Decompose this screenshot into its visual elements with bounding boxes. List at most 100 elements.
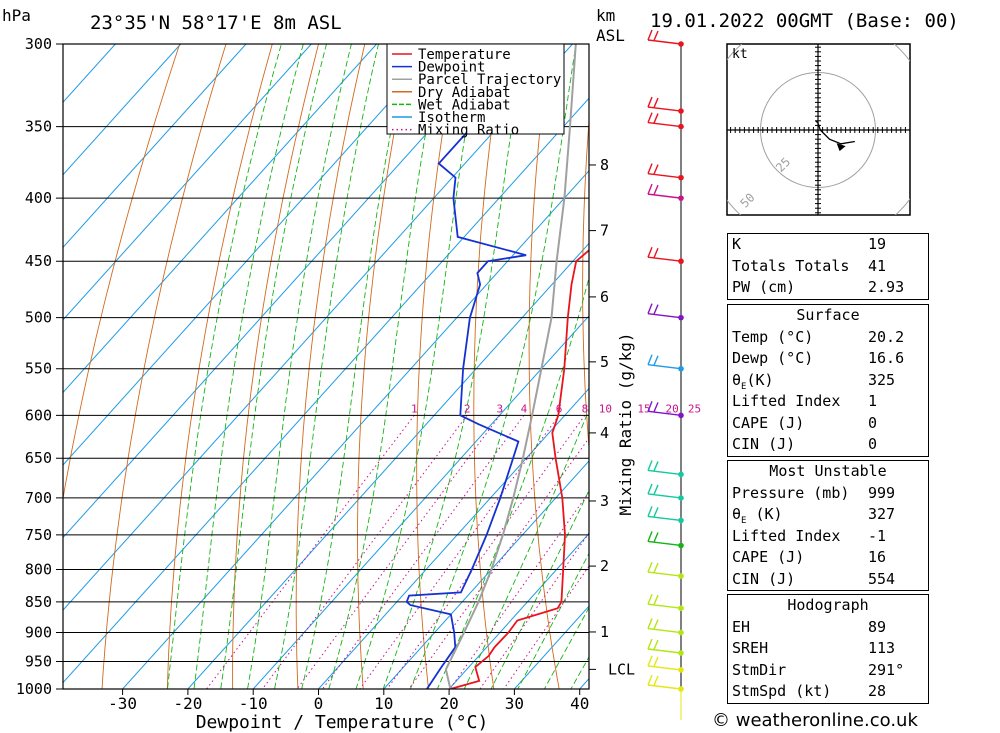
hodograph-ring-label: 75 [702, 226, 722, 246]
wind-barb [647, 106, 682, 112]
wind-barb [647, 256, 682, 262]
dry-adiabat-lines [63, 26, 1000, 715]
table-row: CIN (J) 554 [732, 569, 896, 588]
mixing-ratio-tick-label: 25 [688, 402, 701, 415]
isotherm-line [63, 44, 116, 103]
wind-barbs [647, 29, 684, 692]
legend-label: Dewpoint [418, 60, 485, 76]
wind-barb [647, 410, 682, 417]
pressure-tick-label: 950 [25, 653, 52, 671]
isotherm-line [252, 315, 589, 689]
dewpoint-line [405, 44, 527, 689]
wind-barb-flag [647, 593, 653, 605]
wind-barb-dot [678, 258, 684, 265]
x-tick-label: 30 [505, 694, 524, 713]
x-axis-label: Dewpoint / Temperature (°C) [196, 712, 489, 733]
wind-barb [647, 648, 682, 654]
pressure-tick-label: 400 [25, 189, 52, 207]
wind-barb [647, 627, 682, 634]
pressure-tick-label: 500 [25, 309, 52, 327]
wind-barb-flag [653, 507, 659, 518]
wind-barb-flag [647, 483, 653, 495]
height-tick-label: LCL [608, 660, 635, 678]
wet-adiabat-line [490, 489, 589, 689]
wind-barb-dot [678, 573, 684, 579]
pressure-tick-label: 450 [25, 252, 52, 270]
wind-barb-flag [647, 506, 653, 517]
isotherm-line [383, 460, 589, 689]
pressure-tick-label: 350 [25, 118, 52, 136]
table-row: StmDir 291° [732, 660, 905, 679]
wind-barb-dot [678, 667, 684, 673]
mixing-ratio-line [503, 565, 589, 689]
dry-adiabat-line [473, 44, 505, 689]
wet-adiabat-line [409, 44, 577, 689]
wet-adiabat-line [463, 408, 589, 689]
table-row: Lifted Index -1 [732, 526, 887, 545]
wind-barb [647, 540, 682, 547]
wind-barb [647, 493, 682, 499]
wind-barb-flag [647, 29, 653, 41]
wind-barb [647, 312, 682, 319]
credit-link[interactable]: © weatheronline.co.uk [712, 710, 918, 731]
wet-adiabat-line [247, 44, 352, 689]
isotherm-line [63, 44, 182, 176]
hodograph-table: Hodograph EH 89 SREH 113 StmDir 291° StmSpd… [727, 594, 929, 704]
wind-barb-flag [647, 655, 653, 667]
height-tick-label: 6 [600, 288, 609, 306]
mixing-ratio-tick-label: 1 [411, 402, 418, 415]
wind-barb-flag [647, 460, 653, 471]
pressure-lines [56, 43, 589, 690]
mixing-ratio-tick-label: 10 [599, 402, 612, 415]
surface-table: Surface Temp (°C) 20.2 Dewp (°C) 16.6 θE(K… [727, 304, 929, 457]
date-title: 19.01.2022 00GMT (Base: 00) [650, 10, 959, 32]
height-tick-label: 1 [600, 623, 609, 641]
isotherm-line [63, 44, 508, 539]
wind-barb-flag [653, 247, 659, 258]
wind-barb [647, 603, 682, 609]
mixing-ratio-tick-label: 4 [521, 402, 528, 415]
wind-barb-flag [653, 619, 659, 630]
wind-barb-dot [678, 605, 684, 612]
table-row: SREH 113 [732, 639, 896, 657]
dry-adiabat-line [166, 44, 273, 689]
wind-barb-flag [647, 183, 653, 195]
height-tick-label: 4 [600, 424, 609, 442]
wind-barb-flag [653, 97, 659, 108]
wind-barb-dot [678, 174, 684, 181]
wind-barb-flag [647, 401, 653, 412]
table-row: Totals Totals 41 [732, 256, 887, 275]
wind-barb-dot [678, 650, 684, 656]
table-row: Pressure (mb) 999 [732, 483, 896, 502]
indices-table: K 19 Totals Totals 41 PW (cm) 2.93 [727, 233, 929, 300]
table-row: θE(K) 325 [732, 370, 896, 392]
wind-barb [647, 121, 682, 128]
wind-barb-dot [678, 542, 684, 549]
isotherm-line [448, 532, 589, 689]
mixing-ratio-tick-label: 2 [464, 402, 471, 415]
table-row: CIN (J) 0 [732, 435, 878, 453]
dry-adiabat-line [528, 44, 560, 689]
mixing-ratio-line [359, 415, 560, 689]
wet-adiabat-line [301, 44, 409, 689]
legend-label: Mixing Ratio [418, 123, 519, 139]
mixing-ratio-tick-label: 3 [497, 402, 504, 415]
wind-barb-flag [653, 304, 659, 315]
table-row: EH 89 [732, 617, 887, 636]
wind-barb-flag [653, 656, 659, 667]
isotherm-line [122, 170, 589, 689]
wind-barb-flag [647, 354, 653, 365]
wind-barb [647, 364, 682, 370]
pressure-tick-label: 700 [25, 489, 52, 507]
wind-barb-flag [647, 638, 653, 650]
isotherm-lines [63, 44, 589, 689]
wet-adiabat-line [220, 44, 327, 689]
plot-frame [62, 43, 590, 690]
isotherm-line [63, 97, 589, 684]
legend-label: Temperature [418, 47, 511, 63]
storm-motion-marker [836, 143, 846, 152]
wet-adiabat-line [436, 276, 589, 689]
dry-adiabat-line [295, 44, 366, 689]
dry-adiabat-line [965, 26, 1000, 715]
